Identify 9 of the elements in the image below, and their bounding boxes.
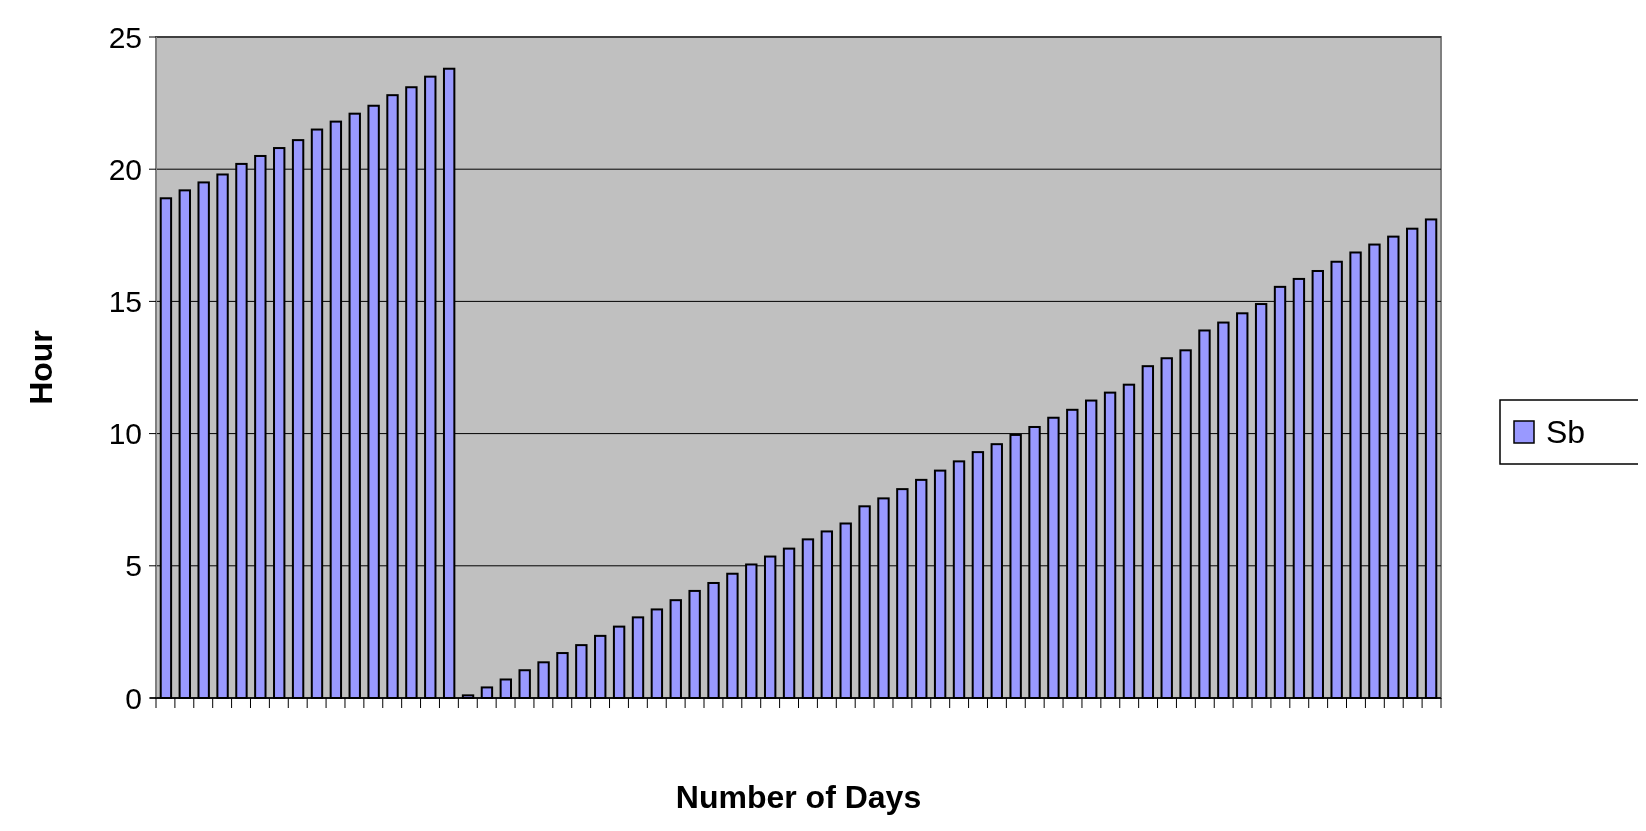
y-axis-title: Hour xyxy=(23,330,59,405)
y-tick-label: 0 xyxy=(125,681,142,715)
y-tick-label: 5 xyxy=(125,549,142,583)
x-axis-title: Number of Days xyxy=(675,779,922,815)
y-tick-label: 20 xyxy=(108,152,142,186)
y-tick-label: 25 xyxy=(108,20,142,54)
legend-label: Sb xyxy=(1546,414,1586,451)
y-tick-label: 10 xyxy=(108,417,142,451)
y-tick-label: 15 xyxy=(108,284,142,318)
